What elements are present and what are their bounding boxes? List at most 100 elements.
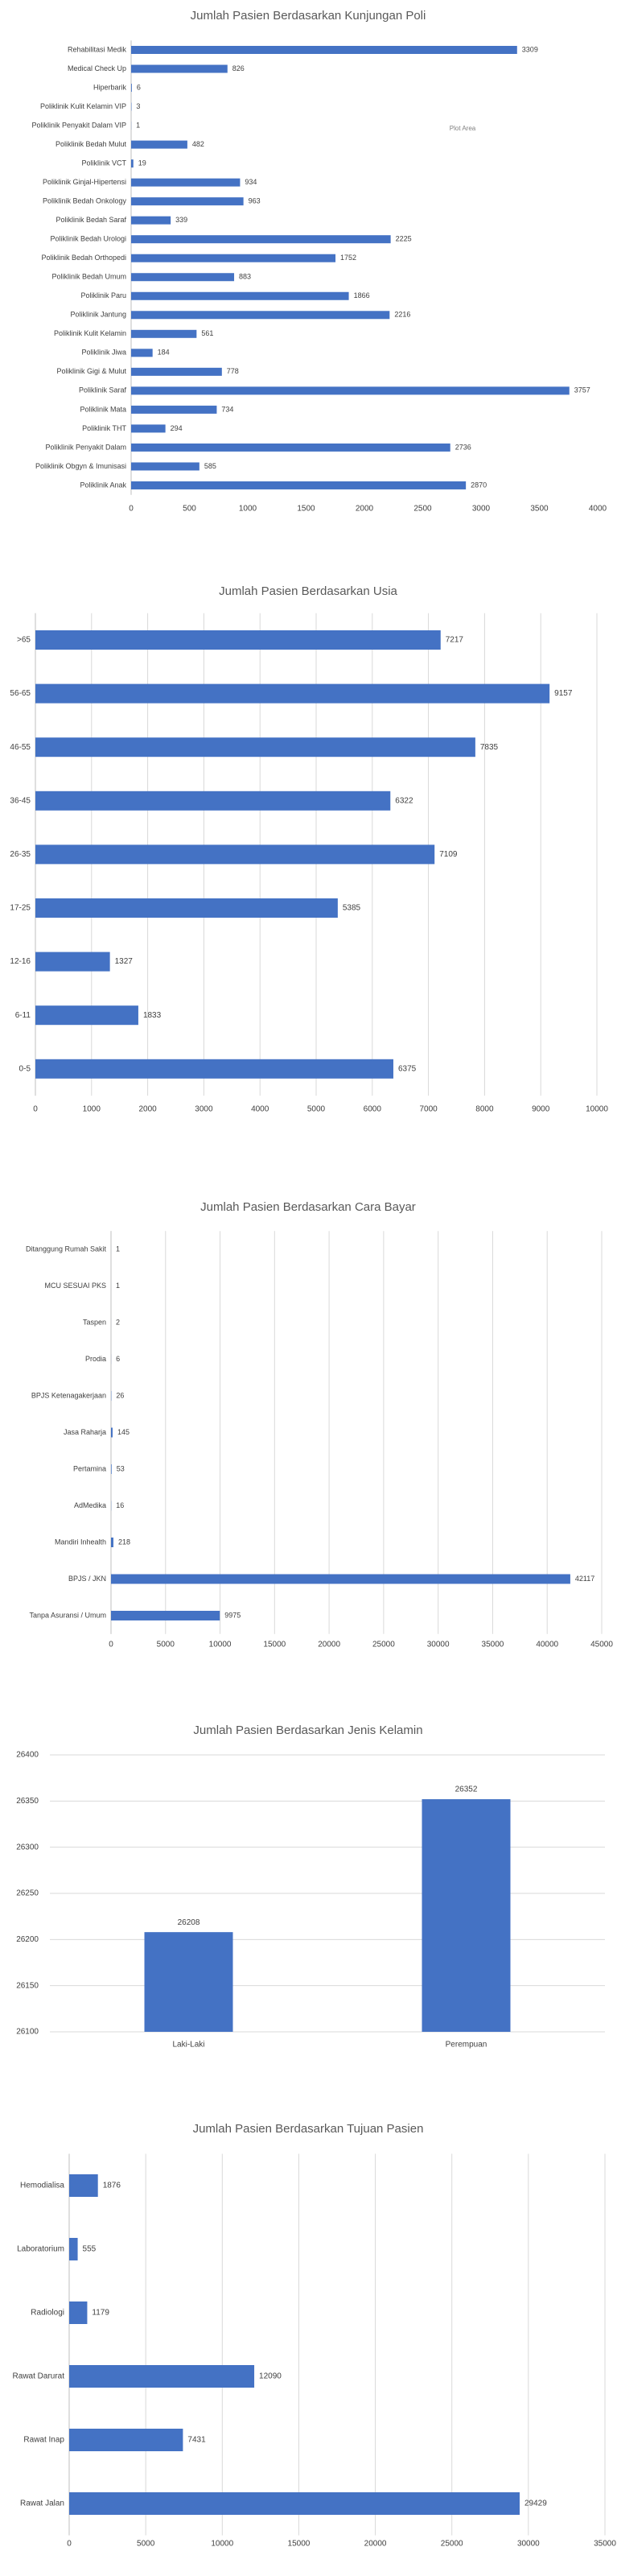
chart-title: Jumlah Pasien Berdasarkan Jenis Kelamin — [193, 1724, 422, 1737]
value-label: 2870 — [471, 481, 487, 489]
category-label: Perempuan — [446, 2041, 487, 2050]
category-label: Pertamina — [73, 1464, 106, 1472]
bar — [35, 630, 441, 650]
value-label: 26352 — [455, 1785, 478, 1794]
x-tick-label: 15000 — [288, 2540, 311, 2549]
value-label: 1833 — [143, 1011, 162, 1020]
x-tick-label: 45000 — [590, 1641, 613, 1649]
value-label: 963 — [249, 197, 261, 205]
value-label: 778 — [227, 367, 239, 375]
value-label: 826 — [232, 64, 245, 72]
bar — [131, 481, 467, 489]
value-label: 1327 — [115, 957, 134, 966]
value-label: 7835 — [480, 743, 499, 752]
y-tick-label: 26150 — [16, 1981, 39, 1990]
category-label: Poliklinik Bedah Urologi — [50, 235, 126, 243]
category-label: Ditanggung Rumah Sakit — [26, 1245, 107, 1253]
bar — [69, 2492, 520, 2515]
chart-title: Jumlah Pasien Berdasarkan Usia — [219, 584, 397, 598]
bar — [131, 311, 390, 320]
value-label: 1876 — [103, 2182, 121, 2190]
category-label: 12-16 — [10, 957, 31, 966]
x-tick-label: 0 — [67, 2540, 72, 2549]
category-label: Poliklinik Paru — [80, 291, 126, 299]
x-tick-label: 10000 — [586, 1105, 608, 1114]
value-label: 6375 — [398, 1064, 417, 1073]
x-tick-label: 20000 — [318, 1641, 340, 1649]
value-label: 883 — [239, 273, 251, 281]
value-label: 2216 — [394, 311, 410, 319]
bar — [131, 273, 235, 282]
category-label: Poliklinik VCT — [81, 159, 126, 167]
bar — [69, 2301, 88, 2324]
x-tick-label: 1500 — [297, 505, 315, 514]
bar — [111, 1538, 113, 1547]
x-tick-label: 5000 — [307, 1105, 326, 1114]
bar — [69, 2238, 78, 2260]
x-tick-label: 3000 — [195, 1105, 213, 1114]
value-label: 1 — [116, 1282, 120, 1290]
bar — [131, 140, 187, 149]
category-label: 0-5 — [19, 1064, 31, 1073]
bar — [131, 329, 197, 338]
value-label: 294 — [171, 424, 183, 432]
bar — [111, 1611, 220, 1620]
chart-title: Jumlah Pasien Berdasarkan Cara Bayar — [200, 1200, 416, 1214]
category-label: Rehabilitasi Medik — [68, 45, 127, 53]
value-label: 585 — [204, 462, 216, 470]
value-label: 3 — [136, 102, 140, 110]
bar — [131, 197, 244, 206]
category-label: Poliklinik Jantung — [70, 311, 126, 319]
bar — [131, 367, 222, 376]
bar — [131, 159, 134, 168]
value-label: 7217 — [446, 636, 464, 645]
category-label: Taspen — [83, 1318, 106, 1326]
category-label: Poliklinik Saraf — [79, 386, 127, 394]
y-tick-label: 26300 — [16, 1843, 39, 1852]
category-label: 46-55 — [10, 743, 31, 752]
bar — [35, 898, 338, 918]
category-label: BPJS / JKN — [68, 1575, 106, 1583]
x-tick-label: 15000 — [263, 1641, 286, 1649]
y-tick-label: 26250 — [16, 1889, 39, 1898]
x-tick-label: 6000 — [364, 1105, 382, 1114]
category-label: 17-25 — [10, 904, 31, 913]
x-tick-label: 0 — [109, 1641, 113, 1649]
x-tick-label: 5000 — [157, 1641, 175, 1649]
value-label: 9975 — [224, 1611, 241, 1619]
category-label: Mandiri Inhealth — [55, 1538, 106, 1546]
bar — [131, 443, 450, 452]
bar — [131, 46, 517, 54]
y-tick-label: 26100 — [16, 2028, 39, 2037]
bar — [131, 178, 241, 187]
category-label: Poliklinik Gigi & Mulut — [56, 367, 126, 375]
bar — [131, 349, 153, 357]
x-tick-label: 8000 — [475, 1105, 494, 1114]
x-tick-label: 2500 — [413, 505, 432, 514]
x-tick-label: 40000 — [536, 1641, 558, 1649]
x-tick-label: 0 — [129, 505, 134, 514]
category-label: Poliklinik Bedah Orthopedi — [41, 254, 126, 262]
x-tick-label: 3500 — [530, 505, 549, 514]
category-label: Poliklinik Mata — [80, 405, 126, 413]
bar — [35, 952, 110, 972]
category-label: Hemodialisa — [20, 2182, 64, 2190]
value-label: 934 — [245, 178, 257, 186]
category-label: Poliklinik Jiwa — [81, 349, 126, 357]
category-label: Rawat Jalan — [20, 2500, 64, 2508]
x-tick-label: 10000 — [209, 1641, 232, 1649]
value-label: 16 — [116, 1501, 124, 1509]
category-label: Poliklinik Penyakit Dalam — [45, 443, 126, 451]
value-label: 734 — [221, 405, 233, 413]
category-label: Poliklinik Obgyn & Imunisasi — [35, 462, 126, 470]
value-label: 6 — [137, 83, 141, 91]
category-label: BPJS Ketenagakerjaan — [31, 1391, 106, 1399]
chart-title: Jumlah Pasien Berdasarkan Kunjungan Poli — [191, 9, 426, 23]
value-label: 6322 — [395, 796, 413, 805]
bar — [131, 386, 570, 395]
category-label: Rawat Inap — [23, 2436, 64, 2445]
x-tick-label: 30000 — [517, 2540, 540, 2549]
value-label: 145 — [117, 1428, 130, 1436]
value-label: 26 — [116, 1391, 124, 1399]
bar — [111, 1427, 113, 1438]
